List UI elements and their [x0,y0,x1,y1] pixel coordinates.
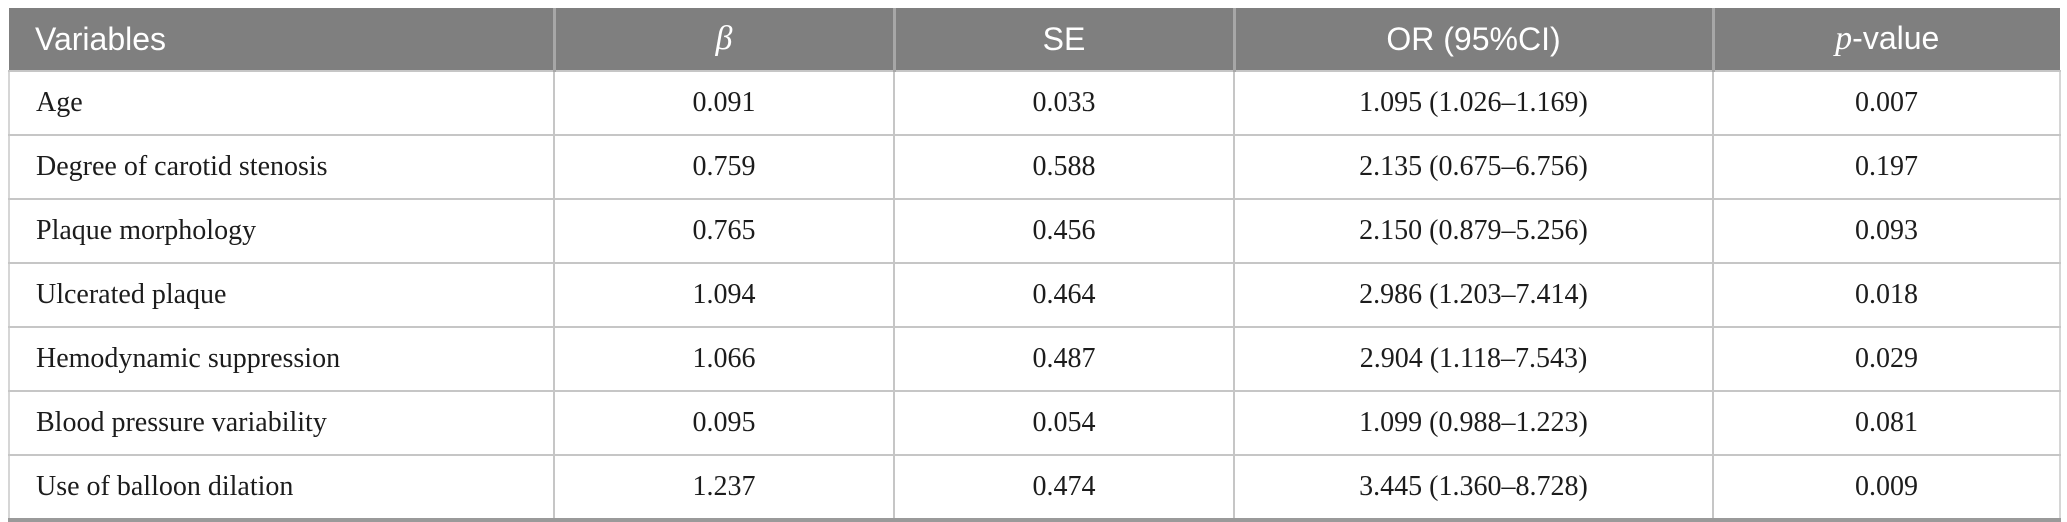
p-value-cell: 0.197 [1712,134,2061,200]
or-ci-cell: 1.095 (1.026–1.169) [1233,70,1714,136]
table-row: Plaque morphology 0.765 0.456 2.150 (0.8… [8,198,2061,264]
table-row: Ulcerated plaque 1.094 0.464 2.986 (1.20… [8,262,2061,328]
table-row: Age 0.091 0.033 1.095 (1.026–1.169) 0.00… [8,70,2061,136]
or-ci-cell: 2.904 (1.118–7.543) [1233,326,1714,392]
column-header-se: SE [892,8,1236,72]
beta-cell: 0.091 [553,70,895,136]
p-value-cell: 0.018 [1712,262,2061,328]
variable-cell: Age [8,70,555,136]
column-header-p-value: p-value [1711,8,2060,72]
header-row: Variables β SE OR (95%CI) p-value [9,8,2060,72]
se-cell: 0.588 [893,134,1235,200]
beta-cell: 1.094 [553,262,895,328]
beta-cell: 0.095 [553,390,895,456]
se-cell: 0.054 [893,390,1235,456]
variable-cell: Blood pressure variability [8,390,555,456]
column-header-variables: Variables [9,8,556,72]
statistics-table-container: Variables β SE OR (95%CI) p-value Age 0.… [8,8,2061,522]
p-value-cell: 0.081 [1712,390,2061,456]
se-cell: 0.464 [893,262,1235,328]
p-symbol: p [1835,20,1853,57]
table-row: Use of balloon dilation 1.237 0.474 3.44… [8,454,2061,522]
variable-cell: Use of balloon dilation [8,454,555,522]
variable-cell: Degree of carotid stenosis [8,134,555,200]
beta-cell: 0.765 [553,198,895,264]
p-value-cell: 0.009 [1712,454,2061,522]
variable-cell: Hemodynamic suppression [8,326,555,392]
se-cell: 0.456 [893,198,1235,264]
p-value-suffix: -value [1852,20,1940,56]
p-value-cell: 0.093 [1712,198,2061,264]
table-header: Variables β SE OR (95%CI) p-value [9,8,2060,72]
variable-cell: Ulcerated plaque [8,262,555,328]
table-body: Age 0.091 0.033 1.095 (1.026–1.169) 0.00… [8,70,2061,522]
se-cell: 0.474 [893,454,1235,522]
table-row: Degree of carotid stenosis 0.759 0.588 2… [8,134,2061,200]
beta-cell: 1.066 [553,326,895,392]
p-value-cell: 0.007 [1712,70,2061,136]
se-cell: 0.033 [893,70,1235,136]
beta-cell: 0.759 [553,134,895,200]
or-ci-cell: 2.135 (0.675–6.756) [1233,134,1714,200]
beta-cell: 1.237 [553,454,895,522]
column-header-beta: β [552,8,896,72]
beta-symbol: β [715,20,733,57]
column-header-or-ci: OR (95%CI) [1232,8,1715,72]
se-cell: 0.487 [893,326,1235,392]
or-ci-cell: 1.099 (0.988–1.223) [1233,390,1714,456]
table-row: Blood pressure variability 0.095 0.054 1… [8,390,2061,456]
or-ci-cell: 2.986 (1.203–7.414) [1233,262,1714,328]
table-row: Hemodynamic suppression 1.066 0.487 2.90… [8,326,2061,392]
or-ci-cell: 2.150 (0.879–5.256) [1233,198,1714,264]
variable-cell: Plaque morphology [8,198,555,264]
regression-results-table: Variables β SE OR (95%CI) p-value Age 0.… [8,8,2061,522]
p-value-cell: 0.029 [1712,326,2061,392]
or-ci-cell: 3.445 (1.360–8.728) [1233,454,1714,522]
